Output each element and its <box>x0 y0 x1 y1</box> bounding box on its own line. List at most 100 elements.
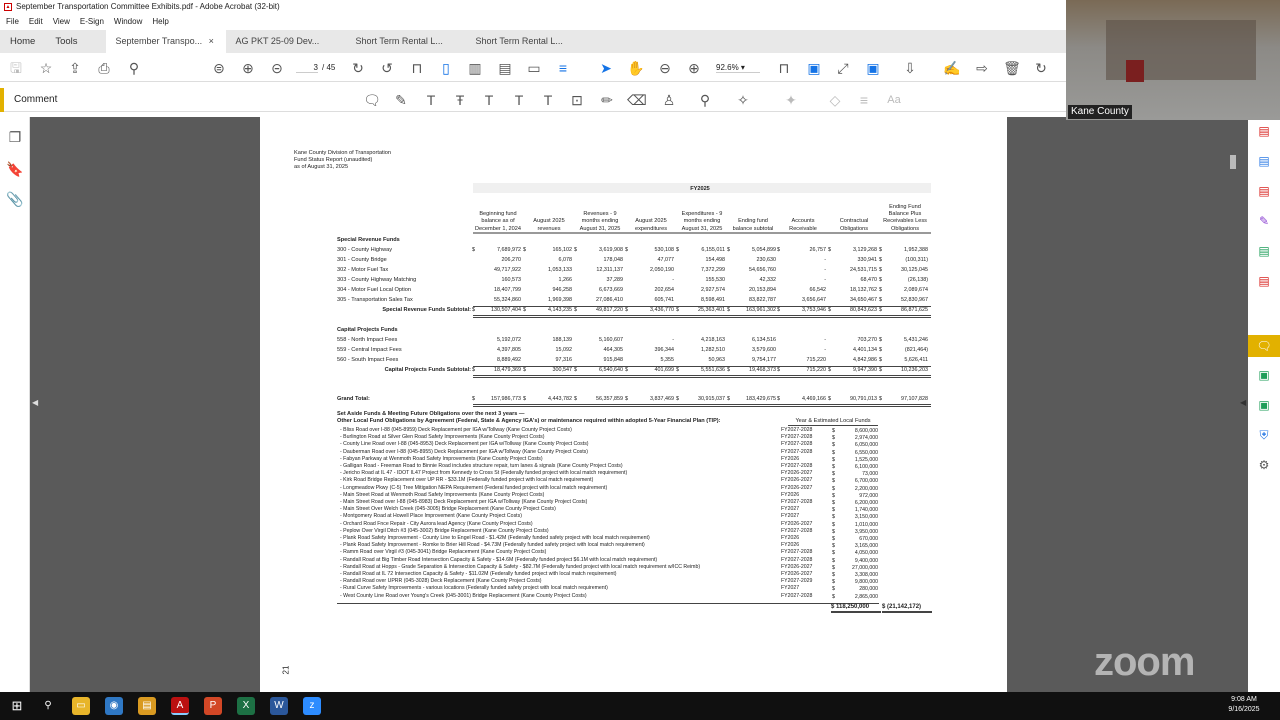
save-icon[interactable]: 🖫 <box>10 60 22 76</box>
two-page-icon[interactable]: ▥ <box>468 60 482 76</box>
strikethrough-icon[interactable]: Ŧ <box>455 92 465 108</box>
scrollbar-thumb[interactable] <box>1230 155 1236 169</box>
pin-icon[interactable]: ✦ <box>785 92 797 108</box>
acrobat-taskbar-icon[interactable]: A <box>171 697 189 715</box>
replace-text-icon[interactable]: T <box>484 92 494 108</box>
subtotal-value: 80,843,623 <box>850 307 877 313</box>
fund-value: 206,270 <box>501 257 522 263</box>
single-page-icon[interactable]: ▯ <box>442 60 450 76</box>
subtotal-value: 49,817,220 <box>596 307 623 313</box>
scroll-mode-icon[interactable]: ≡ <box>558 60 568 76</box>
highlight-icon[interactable]: ✎ <box>395 92 407 108</box>
search-zoom-icon[interactable]: ⚲ <box>128 60 140 76</box>
select-cursor-icon[interactable]: ➤ <box>600 60 612 76</box>
taskbar-app-icon[interactable]: ▤ <box>138 697 156 715</box>
stamp-icon[interactable]: ♙ <box>662 92 676 108</box>
sign-icon[interactable]: ✍ <box>943 60 961 76</box>
taskbar-search-icon[interactable]: ⚲ <box>44 700 52 711</box>
taskbar-app-icon[interactable]: ◉ <box>105 697 123 715</box>
presentation-icon[interactable]: ▭ <box>527 60 541 76</box>
hand-tool-icon[interactable]: ✋ <box>627 60 645 76</box>
menu-window[interactable]: Window <box>113 17 143 26</box>
zoom-taskbar-icon[interactable]: z <box>303 697 321 715</box>
attachments-icon[interactable]: 📎 <box>6 191 24 207</box>
page-thumbnails-icon[interactable]: ❐ <box>8 129 22 145</box>
previous-page-icon[interactable]: ⊕ <box>242 60 254 76</box>
dollar-sign: $ <box>832 514 835 521</box>
menu-view[interactable]: View <box>52 17 70 26</box>
delete-icon[interactable]: 🗑 <box>1003 60 1021 76</box>
fit-width-icon[interactable]: ⊓ <box>411 60 423 76</box>
expand-right-pane-icon[interactable]: ◀ <box>1240 398 1247 407</box>
scan-ocr-icon[interactable]: ▣ <box>1258 368 1270 382</box>
line-weight-icon[interactable]: ≡ <box>859 92 869 108</box>
tab-tools[interactable]: Tools <box>55 36 78 47</box>
zoom-out-icon[interactable]: ⊖ <box>659 60 671 76</box>
edit-pdf-icon[interactable]: ▤ <box>1258 184 1270 198</box>
fund-value: 4,218,163 <box>701 337 725 343</box>
dollar-sign: $ <box>523 367 526 373</box>
rotate-clockwise-icon[interactable]: ↻ <box>352 60 364 76</box>
zoom-level-select[interactable]: 92.6% ▾ <box>716 63 760 73</box>
menu-file[interactable]: File <box>6 17 19 26</box>
close-tab-icon[interactable]: × <box>208 36 214 46</box>
upload-cloud-icon[interactable]: ⇪ <box>69 60 81 76</box>
tab-document[interactable]: Short Term Rental L... <box>475 36 563 46</box>
dollar-sign: $ <box>472 396 475 402</box>
sticky-note-icon[interactable]: 🗨 <box>363 92 381 108</box>
first-page-icon[interactable]: ⊜ <box>213 60 225 76</box>
export-pdf-icon[interactable]: ▤ <box>1258 124 1270 138</box>
share-icon[interactable]: ⇨ <box>976 60 988 76</box>
add-text-icon[interactable]: T <box>543 92 553 108</box>
bookmarks-icon[interactable]: 🔖 <box>6 161 24 177</box>
windows-start-icon[interactable]: ⊞ <box>11 698 23 713</box>
obligation-amount: 8,600,000 <box>854 428 878 434</box>
tab-document[interactable]: AG PKT 25-09 Dev... <box>235 36 320 46</box>
redo-icon[interactable]: ↻ <box>1035 60 1047 76</box>
attach-icon[interactable]: ⚲ <box>699 92 711 108</box>
fill-color-icon[interactable]: ◇ <box>829 92 841 108</box>
tab-document[interactable]: Short Term Rental L... <box>355 36 443 46</box>
page-fit-icon[interactable]: ▣ <box>807 60 821 76</box>
underline-text-icon[interactable]: T <box>426 92 436 108</box>
print-icon[interactable]: ⎙ <box>98 60 110 76</box>
download-icon[interactable]: ⇩ <box>904 60 916 76</box>
obligation-description: - Longmeadow Pkwy (C-5) Tree Mitigation … <box>340 484 608 491</box>
organize-pages-icon[interactable]: ▣ <box>866 60 880 76</box>
fund-value: 5,431,246 <box>904 337 928 343</box>
fill-sign-icon[interactable]: ✎ <box>1258 214 1270 228</box>
page-number-input[interactable]: 3 <box>296 63 318 73</box>
obligations-total: $ 118,250,000 <box>831 604 881 613</box>
comment-tool-icon[interactable]: 🗨 <box>1248 335 1280 357</box>
pencil-icon[interactable]: ✏ <box>601 92 613 108</box>
send-for-review-icon[interactable]: ▤ <box>1258 244 1270 258</box>
fit-page-icon[interactable]: ⊓ <box>778 60 790 76</box>
insert-text-icon[interactable]: T <box>514 92 524 108</box>
menu-edit[interactable]: Edit <box>28 17 43 26</box>
more-tools-icon[interactable]: ⚙ <box>1258 458 1270 472</box>
menu-esign[interactable]: E-Sign <box>79 17 104 26</box>
compress-icon[interactable]: ▣ <box>1258 398 1270 412</box>
bookmark-star-icon[interactable]: ☆ <box>39 60 53 76</box>
book-view-icon[interactable]: ▤ <box>498 60 512 76</box>
zoom-in-icon[interactable]: ⊕ <box>688 60 700 76</box>
rotate-counterclockwise-icon[interactable]: ↺ <box>381 60 393 76</box>
create-pdf-icon[interactable]: ▤ <box>1258 154 1270 168</box>
text-box-icon[interactable]: ⊡ <box>571 92 583 108</box>
protect-icon[interactable]: ⛨ <box>1259 428 1269 442</box>
tab-document-active[interactable]: September Transpo... × <box>105 30 226 53</box>
organize-icon[interactable]: ▤ <box>1258 274 1270 288</box>
collapse-left-pane-icon[interactable]: ◀ <box>32 398 39 407</box>
vertical-scrollbar[interactable] <box>1226 120 1240 688</box>
excel-icon[interactable]: X <box>237 697 255 715</box>
powerpoint-icon[interactable]: P <box>204 697 222 715</box>
full-screen-icon[interactable]: ⤢ <box>837 60 849 76</box>
next-page-icon[interactable]: ⊝ <box>271 60 283 76</box>
tab-home[interactable]: Home <box>10 36 36 47</box>
shapes-icon[interactable]: ✧ <box>737 92 749 108</box>
word-icon[interactable]: W <box>270 697 288 715</box>
font-icon[interactable]: Aa <box>887 94 901 106</box>
eraser-icon[interactable]: ⌫ <box>627 92 647 108</box>
menu-help[interactable]: Help <box>152 17 169 26</box>
file-explorer-icon[interactable]: ▭ <box>72 697 90 715</box>
